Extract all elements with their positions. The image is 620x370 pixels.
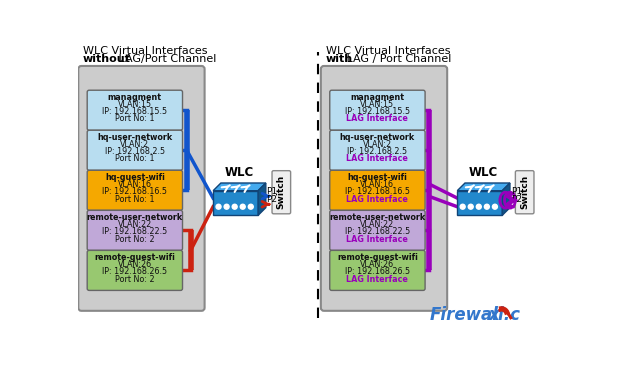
FancyBboxPatch shape (87, 130, 182, 170)
Text: Port No: 1: Port No: 1 (115, 114, 154, 124)
FancyBboxPatch shape (330, 130, 425, 170)
Text: LAG Interface: LAG Interface (347, 275, 409, 283)
Text: IP: 192.168.16.5: IP: 192.168.16.5 (345, 187, 410, 196)
Text: hq-user-network: hq-user-network (340, 133, 415, 142)
FancyBboxPatch shape (272, 171, 291, 214)
Text: Switch: Switch (277, 175, 286, 209)
Circle shape (468, 204, 473, 209)
Polygon shape (258, 183, 266, 215)
Text: IP: 192.168.2.5: IP: 192.168.2.5 (105, 147, 165, 156)
Text: remote-guest-wifi: remote-guest-wifi (337, 253, 418, 262)
Text: P2: P2 (267, 195, 278, 204)
Circle shape (460, 204, 465, 209)
Circle shape (476, 204, 481, 209)
FancyBboxPatch shape (87, 250, 182, 290)
Polygon shape (213, 191, 258, 215)
FancyBboxPatch shape (321, 66, 447, 311)
Text: remote-user-network: remote-user-network (87, 213, 183, 222)
Text: IP: 192.168.22.5: IP: 192.168.22.5 (345, 227, 410, 236)
Text: LAG / Port Channel: LAG / Port Channel (342, 54, 451, 64)
Text: IP: 192.168.26.5: IP: 192.168.26.5 (345, 268, 410, 276)
Text: P2: P2 (511, 195, 521, 204)
Circle shape (216, 204, 221, 209)
Text: VLAN:2: VLAN:2 (120, 140, 149, 149)
Polygon shape (502, 183, 510, 215)
Circle shape (248, 204, 253, 209)
Circle shape (484, 204, 489, 209)
Circle shape (492, 204, 497, 209)
Text: Firewall.c: Firewall.c (430, 306, 521, 324)
Text: without: without (83, 54, 131, 64)
Text: LAG Interface: LAG Interface (347, 195, 409, 204)
Circle shape (224, 204, 229, 209)
Text: Port No: 1: Port No: 1 (115, 195, 154, 204)
Polygon shape (213, 183, 266, 191)
Text: VLAN:2: VLAN:2 (363, 140, 392, 149)
FancyBboxPatch shape (330, 170, 425, 210)
Text: with: with (326, 54, 353, 64)
Text: hq-user-network: hq-user-network (97, 133, 172, 142)
Text: LAG Interface: LAG Interface (347, 114, 409, 124)
FancyBboxPatch shape (87, 90, 182, 130)
FancyBboxPatch shape (515, 171, 534, 214)
Polygon shape (458, 183, 510, 191)
FancyBboxPatch shape (78, 66, 205, 311)
Text: WLC: WLC (225, 166, 254, 179)
Text: WLC Virtual Interfaces: WLC Virtual Interfaces (83, 46, 208, 56)
Circle shape (241, 204, 245, 209)
Polygon shape (458, 191, 502, 215)
Text: VLAN:16: VLAN:16 (360, 180, 394, 189)
Text: VLAN:15: VLAN:15 (118, 100, 152, 109)
Text: LAG/Port Channel: LAG/Port Channel (115, 54, 217, 64)
Text: VLAN:26: VLAN:26 (118, 260, 152, 269)
Text: VLAN:22: VLAN:22 (118, 220, 152, 229)
Text: Port No: 1: Port No: 1 (115, 154, 154, 164)
Text: remote-user-network: remote-user-network (329, 213, 425, 222)
Text: IP: 192.168.15.5: IP: 192.168.15.5 (102, 107, 167, 116)
Text: VLAN:16: VLAN:16 (118, 180, 152, 189)
Text: hq-guest-wifi: hq-guest-wifi (347, 173, 407, 182)
Text: managment: managment (350, 93, 404, 102)
Text: LAG Interface: LAG Interface (347, 154, 409, 164)
Text: IP: 192.168.26.5: IP: 192.168.26.5 (102, 268, 167, 276)
FancyBboxPatch shape (87, 170, 182, 210)
Text: VLAN:15: VLAN:15 (360, 100, 394, 109)
FancyBboxPatch shape (330, 250, 425, 290)
Text: IP: 192.168.16.5: IP: 192.168.16.5 (102, 187, 167, 196)
Circle shape (232, 204, 237, 209)
Text: x: x (489, 306, 500, 324)
Text: VLAN:26: VLAN:26 (360, 260, 394, 269)
FancyBboxPatch shape (330, 210, 425, 250)
Text: IP: 192.168.15.5: IP: 192.168.15.5 (345, 107, 410, 116)
Text: LAG Interface: LAG Interface (347, 235, 409, 243)
Text: WLC: WLC (469, 166, 498, 179)
Text: managment: managment (108, 93, 162, 102)
FancyBboxPatch shape (330, 90, 425, 130)
Text: remote-guest-wifi: remote-guest-wifi (94, 253, 175, 262)
Text: P1: P1 (511, 187, 522, 196)
Text: Port No: 2: Port No: 2 (115, 235, 154, 243)
Text: VLAN:22: VLAN:22 (360, 220, 394, 229)
Text: Switch: Switch (520, 175, 529, 209)
Text: hq-guest-wifi: hq-guest-wifi (105, 173, 165, 182)
Text: IP: 192.168.2.5: IP: 192.168.2.5 (347, 147, 407, 156)
Text: IP: 192.168.22.5: IP: 192.168.22.5 (102, 227, 167, 236)
Text: P1: P1 (267, 187, 278, 196)
FancyBboxPatch shape (87, 210, 182, 250)
Text: WLC Virtual Interfaces: WLC Virtual Interfaces (326, 46, 450, 56)
Text: Port No: 2: Port No: 2 (115, 275, 154, 283)
